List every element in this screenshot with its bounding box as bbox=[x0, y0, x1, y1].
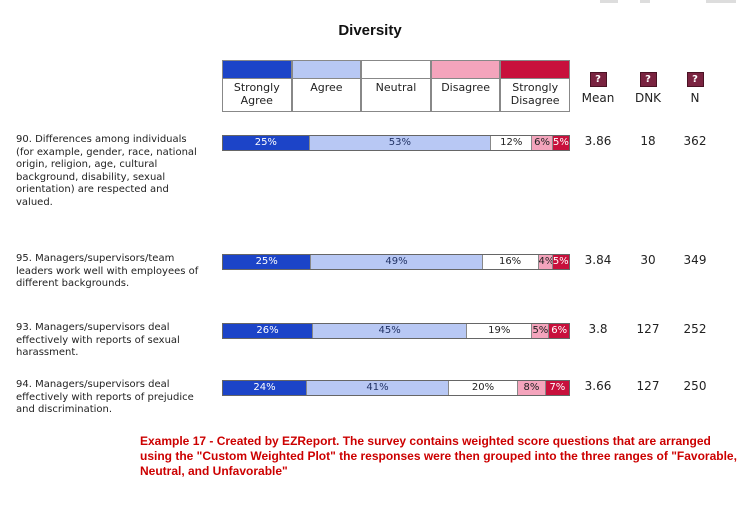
bar-data-label: 45% bbox=[378, 325, 401, 336]
bar-segment: 12% bbox=[490, 136, 532, 150]
bar-segment: 41% bbox=[306, 381, 448, 395]
stat-mean: 3.66 bbox=[584, 379, 612, 393]
bar-segment: 26% bbox=[223, 324, 313, 338]
bar-data-label: 19% bbox=[488, 325, 511, 336]
bar-segment: 7% bbox=[544, 381, 569, 395]
bar-data-label: 41% bbox=[366, 382, 389, 393]
legend-swatch bbox=[430, 60, 501, 79]
top-edge-mark bbox=[706, 0, 736, 3]
stat-header-label: N bbox=[690, 91, 700, 105]
bar-data-label: 5% bbox=[552, 137, 569, 148]
bar-data-label: 49% bbox=[385, 256, 408, 267]
bar-data-label: 25% bbox=[255, 256, 278, 267]
bar-data-label: 26% bbox=[256, 325, 279, 336]
legend-item: Neutral bbox=[361, 60, 431, 112]
bar-data-label: 24% bbox=[253, 382, 276, 393]
bar-data-label: 20% bbox=[471, 382, 495, 393]
bar-data-label: 6% bbox=[534, 137, 551, 148]
top-edge-mark bbox=[600, 0, 618, 3]
bar-segment: 8% bbox=[517, 381, 545, 395]
legend-item: Strongly Agree bbox=[222, 60, 292, 112]
legend-swatch bbox=[361, 60, 431, 79]
stat-dnk: 127 bbox=[636, 379, 660, 393]
bar-segment: 20% bbox=[447, 381, 518, 395]
chart-title: Diversity bbox=[338, 22, 402, 39]
legend-swatch bbox=[500, 60, 570, 79]
top-edge-mark bbox=[640, 0, 650, 3]
bar-data-label: 4% bbox=[538, 256, 552, 267]
legend-swatch bbox=[222, 60, 292, 79]
question-text: 94. Managers/supervisors deal effectivel… bbox=[16, 379, 194, 415]
stat-n: 349 bbox=[683, 253, 707, 267]
bar-data-label: 8% bbox=[523, 382, 540, 393]
stat-header-n: ? N bbox=[673, 72, 717, 105]
bar-segment: 4% bbox=[537, 255, 552, 269]
bar-segment: 25% bbox=[223, 136, 309, 150]
help-icon[interactable]: ? bbox=[686, 72, 704, 87]
stat-dnk: 127 bbox=[636, 322, 660, 336]
bar-data-label: 7% bbox=[549, 382, 566, 393]
stat-dnk: 30 bbox=[640, 253, 656, 267]
bar-data-label: 6% bbox=[551, 325, 568, 336]
legend-swatch bbox=[291, 60, 362, 79]
legend-label: Disagree bbox=[430, 79, 501, 112]
bar-segment: 24% bbox=[223, 381, 307, 395]
help-icon[interactable]: ? bbox=[589, 72, 607, 87]
stat-mean: 3.8 bbox=[588, 322, 608, 336]
legend: Strongly Agree Agree Neutral Disagree Strong… bbox=[222, 60, 570, 112]
legend-label: Strongly Disagree bbox=[500, 79, 570, 112]
bar-segment: 19% bbox=[466, 324, 532, 338]
bar-segment: 49% bbox=[310, 255, 482, 269]
legend-label: Neutral bbox=[361, 79, 431, 112]
bar-segment: 45% bbox=[312, 324, 467, 338]
bar-segment: 25% bbox=[223, 255, 311, 269]
stat-header-dnk: ? DNK bbox=[626, 72, 670, 105]
stacked-bar: 24% 41% 20% 8% 7% bbox=[222, 380, 570, 396]
stat-header-label: DNK bbox=[634, 91, 662, 105]
bar-data-label: 25% bbox=[254, 137, 277, 148]
bar-segment: 5% bbox=[531, 324, 549, 338]
stat-n: 252 bbox=[683, 322, 707, 336]
question-text: 95. Managers/supervisors/team leaders wo… bbox=[16, 253, 199, 289]
bar-data-label: 53% bbox=[388, 137, 412, 148]
bar-segment: 5% bbox=[551, 136, 569, 150]
bar-segment: 53% bbox=[308, 136, 491, 150]
bar-segment: 5% bbox=[551, 255, 569, 269]
help-icon[interactable]: ? bbox=[639, 72, 657, 87]
bar-segment: 16% bbox=[481, 255, 538, 269]
legend-item: Agree bbox=[291, 60, 362, 112]
stat-mean: 3.84 bbox=[584, 253, 612, 267]
question-text: 90. Differences among individuals (for e… bbox=[16, 134, 197, 208]
legend-label: Agree bbox=[291, 79, 362, 112]
legend-item: Strongly Disagree bbox=[500, 60, 570, 112]
bar-data-label: 5% bbox=[532, 325, 549, 336]
stat-dnk: 18 bbox=[640, 134, 656, 148]
stat-mean: 3.86 bbox=[584, 134, 612, 148]
bar-segment: 6% bbox=[548, 324, 569, 338]
stat-header-mean: ? Mean bbox=[576, 72, 620, 105]
stat-n: 250 bbox=[683, 379, 707, 393]
legend-item: Disagree bbox=[430, 60, 501, 112]
bar-segment: 6% bbox=[531, 136, 552, 150]
stat-n: 362 bbox=[683, 134, 707, 148]
bar-data-label: 5% bbox=[552, 256, 569, 267]
legend-label: Strongly Agree bbox=[222, 79, 292, 112]
stacked-bar: 25% 49% 16% 4%5% bbox=[222, 254, 570, 270]
question-text: 93. Managers/supervisors deal effectivel… bbox=[16, 322, 180, 358]
stat-header-label: Mean bbox=[581, 91, 615, 105]
stacked-bar: 26% 45% 19% 5% 6% bbox=[222, 323, 570, 339]
footnote: Example 17 - Created by EZReport. The su… bbox=[140, 434, 737, 478]
bar-data-label: 12% bbox=[500, 137, 523, 148]
bar-data-label: 16% bbox=[498, 256, 522, 267]
stacked-bar: 25% 53% 12% 6% 5% bbox=[222, 135, 570, 151]
